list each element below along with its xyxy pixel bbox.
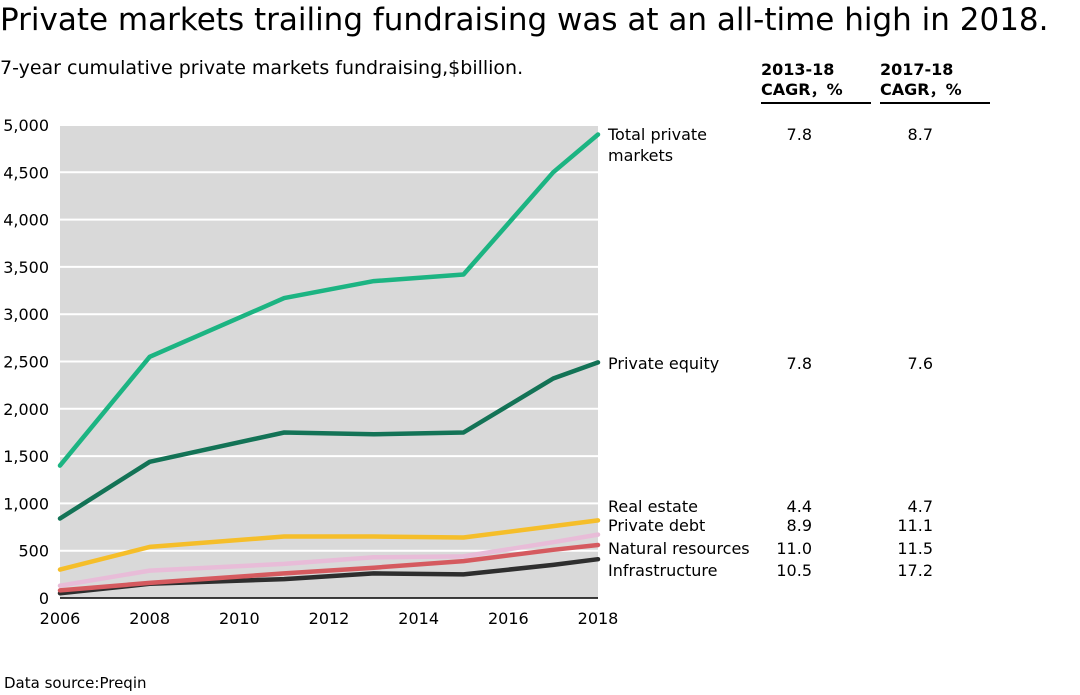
- x-tick-label: 2012: [309, 609, 350, 628]
- cagr-2013-18-value: 10.5: [776, 561, 812, 580]
- series-label: Infrastructure: [608, 561, 717, 580]
- cagr-2013-18-value: 11.0: [776, 539, 812, 558]
- cagr-2017-18-value: 17.2: [897, 561, 933, 580]
- series-label: Real estate: [608, 497, 698, 516]
- x-tick-label: 2014: [398, 609, 439, 628]
- x-tick-label: 2008: [129, 609, 170, 628]
- x-tick-label: 2006: [40, 609, 81, 628]
- series-line: [57, 532, 601, 588]
- cagr-2013-18-value: 4.4: [787, 497, 812, 516]
- cagr-2017-18-value: 11.1: [897, 516, 933, 535]
- cagr-2013-18-value: 7.8: [787, 354, 812, 373]
- cagr-2013-18-header-line2: CAGR，%: [761, 80, 843, 99]
- y-tick-label: 2,500: [3, 353, 49, 372]
- cagr-2017-18-header-line2: CAGR，%: [880, 80, 962, 99]
- series-line: [57, 518, 601, 572]
- y-tick-label: 0: [39, 589, 49, 608]
- y-tick-label: 2,000: [3, 400, 49, 419]
- y-tick-label: 1,500: [3, 447, 49, 466]
- y-tick-label: 3,000: [3, 305, 49, 324]
- cagr-2013-18-header: 2013-18 CAGR，%: [761, 60, 871, 104]
- cagr-2017-18-value: 8.7: [908, 125, 933, 144]
- series-line: [57, 132, 601, 468]
- cagr-2017-18-header-line1: 2017-18: [880, 60, 954, 79]
- cagr-2017-18-value: 4.7: [908, 497, 933, 516]
- series-line: [57, 542, 601, 593]
- series-label: Total private: [607, 125, 707, 144]
- y-tick-label: 4,500: [3, 163, 49, 182]
- cagr-2013-18-header-line1: 2013-18: [761, 60, 835, 79]
- x-tick-label: 2018: [578, 609, 619, 628]
- series-label: Natural resources: [608, 539, 750, 558]
- chart-subtitle: 7-year cumulative private markets fundra…: [0, 57, 524, 79]
- y-tick-label: 3,500: [3, 258, 49, 277]
- series-line: [57, 360, 601, 521]
- y-tick-label: 500: [18, 542, 49, 561]
- chart-title: Private markets trailing fundraising was…: [0, 2, 1049, 38]
- cagr-2017-18-value: 7.6: [908, 354, 933, 373]
- y-tick-label: 1,000: [3, 494, 49, 513]
- x-tick-label: 2016: [488, 609, 529, 628]
- cagr-2017-18-value: 11.5: [897, 539, 933, 558]
- y-tick-label: 4,000: [3, 211, 49, 230]
- series-label: Private equity: [608, 354, 719, 373]
- data-source: Data source:Preqin: [4, 674, 147, 692]
- cagr-2013-18-value: 8.9: [787, 516, 812, 535]
- cagr-2013-18-value: 7.8: [787, 125, 812, 144]
- cagr-2017-18-header: 2017-18 CAGR，%: [880, 60, 990, 104]
- y-tick-label: 5,000: [3, 116, 49, 135]
- series-label: Private debt: [608, 516, 705, 535]
- series-label: markets: [608, 146, 673, 165]
- x-tick-label: 2010: [219, 609, 260, 628]
